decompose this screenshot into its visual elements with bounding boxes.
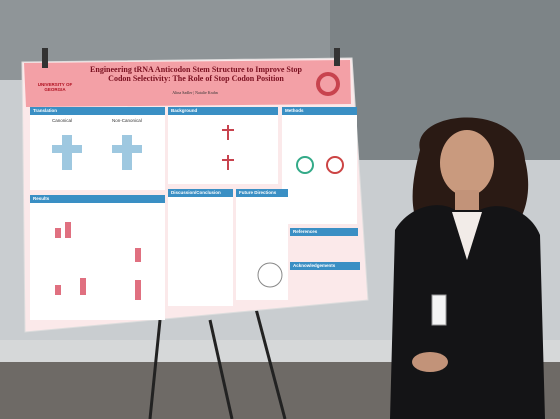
- methods-figure: [296, 156, 314, 174]
- trna-diagrams: [52, 135, 142, 170]
- easel-leg: [208, 319, 234, 419]
- easel-leg: [253, 304, 287, 419]
- poster-header: [24, 60, 351, 107]
- seal-inner: [320, 76, 336, 92]
- section-heading: Future Directions: [236, 189, 288, 197]
- background-panel: [168, 114, 278, 184]
- section-heading: References: [290, 228, 358, 236]
- bg-figures: [222, 125, 234, 170]
- methods-panel: [282, 114, 357, 224]
- label: Non-Canonical: [112, 118, 142, 123]
- section-heading: Background: [168, 107, 278, 115]
- badge: [431, 294, 447, 326]
- section-heading: Methods: [282, 107, 357, 115]
- section-heading: Discussion/Conclusion: [168, 189, 233, 197]
- authors: Alina Sadler | Natalie Krahn: [172, 90, 218, 95]
- poster-title: Engineering tRNA Anticodon Stem Structur…: [90, 65, 302, 84]
- section-heading: Acknowledgements: [290, 262, 360, 270]
- section-heading: Translation: [30, 107, 165, 115]
- clip: [334, 48, 340, 66]
- plasmid: [257, 262, 283, 288]
- discussion-panel: [168, 196, 233, 306]
- face: [440, 130, 494, 196]
- translation-panel: [30, 114, 165, 190]
- section-heading: Results: [30, 195, 165, 203]
- easel-leg: [148, 319, 162, 419]
- clip: [42, 48, 48, 68]
- results-panel: [30, 202, 165, 320]
- label: Canonical: [52, 118, 73, 123]
- hands: [412, 352, 448, 372]
- institution: UNIVERSITY OF GEORGIA: [37, 82, 73, 92]
- result-bars: [55, 222, 141, 300]
- blouse: [452, 212, 482, 260]
- methods-figure: [326, 156, 344, 174]
